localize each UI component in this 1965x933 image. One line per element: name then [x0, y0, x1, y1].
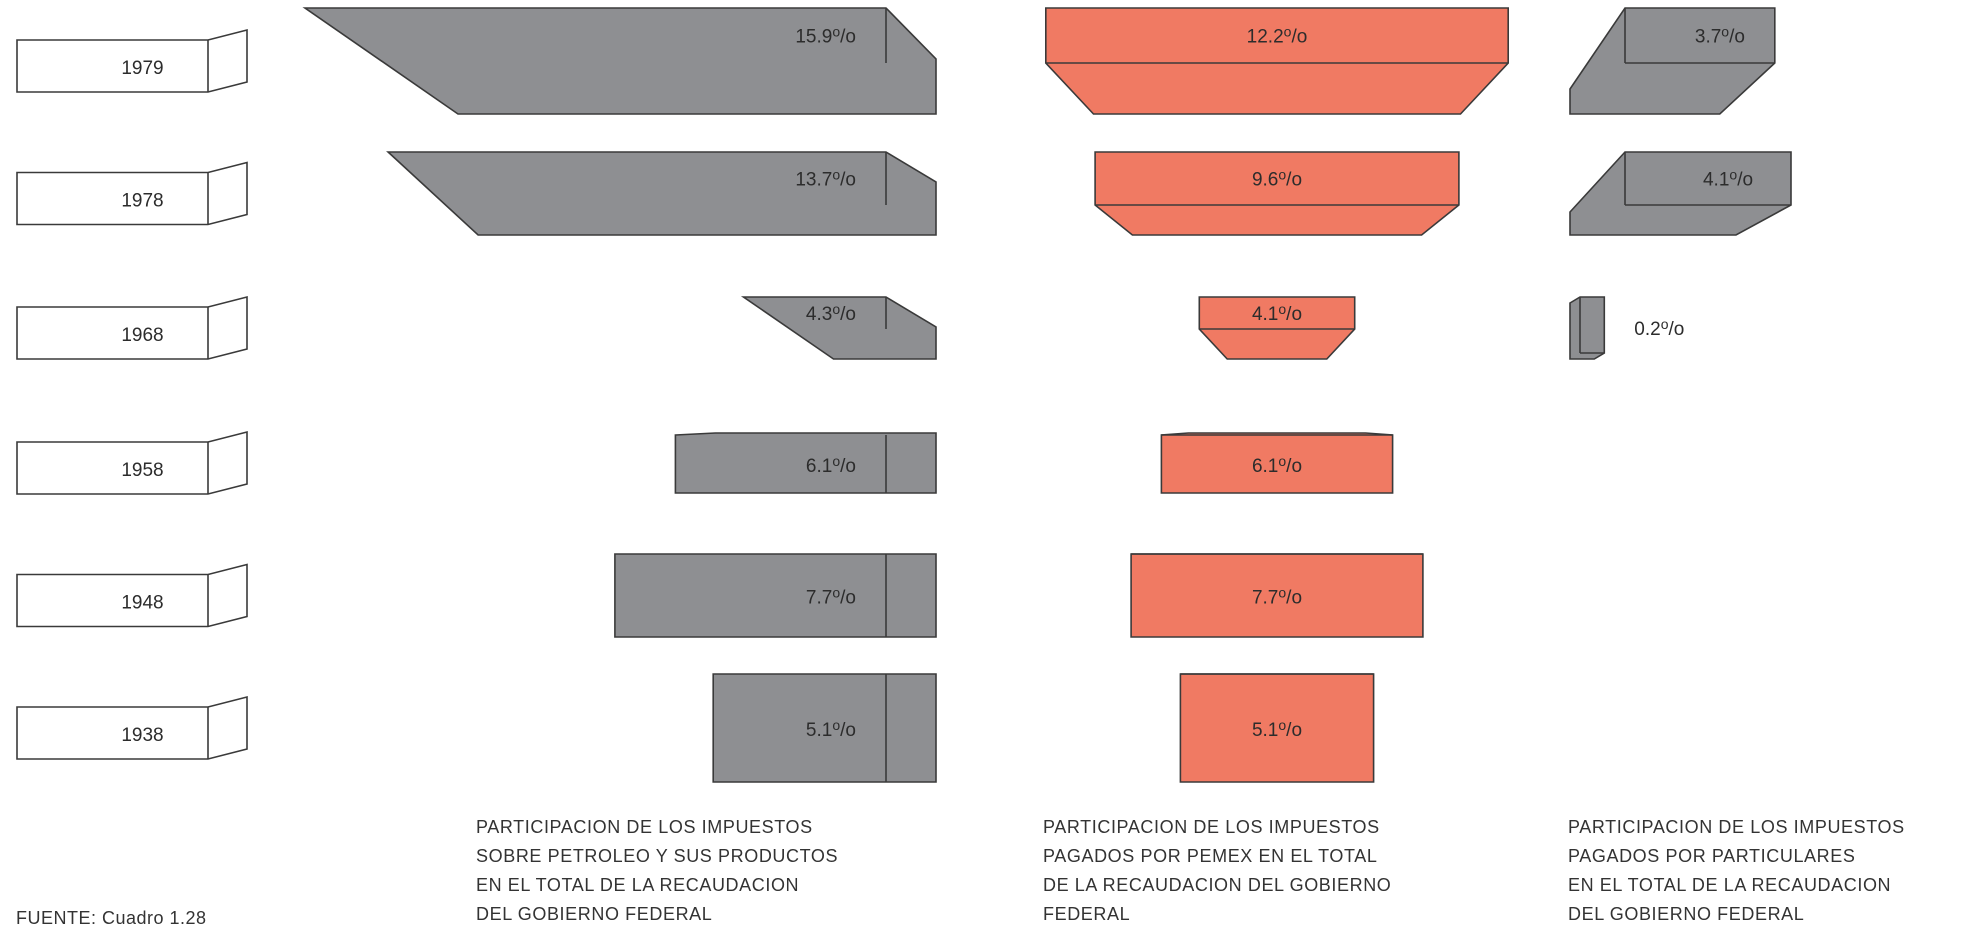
bar-petroleo	[305, 8, 936, 114]
caption-pemex: PARTICIPACION DE LOS IMPUESTOS PAGADOS P…	[1043, 813, 1391, 929]
caption-line: PAGADOS POR PEMEX EN EL TOTAL	[1043, 842, 1391, 871]
value-label-petroleo: 7.7o/o	[806, 584, 856, 608]
caption-line: PARTICIPACION DE LOS IMPUESTOS	[1568, 813, 1905, 842]
caption-line: PAGADOS POR PARTICULARES	[1568, 842, 1905, 871]
year-label: 1938	[121, 725, 163, 746]
caption-line: PARTICIPACION DE LOS IMPUESTOS	[476, 813, 838, 842]
value-label-pemex: 12.2o/o	[1247, 23, 1308, 47]
value-label-pemex: 6.1o/o	[1252, 453, 1302, 477]
caption-line: EN EL TOTAL DE LA RECAUDACION	[476, 871, 838, 900]
value-label-pemex: 4.1o/o	[1252, 301, 1302, 325]
value-label-pemex: 7.7o/o	[1252, 584, 1302, 608]
value-label-pemex: 9.6o/o	[1252, 166, 1302, 190]
caption-line: EN EL TOTAL DE LA RECAUDACION	[1568, 871, 1905, 900]
value-label-petroleo: 15.9o/o	[795, 23, 856, 47]
year-label: 1948	[121, 593, 163, 614]
year-label: 1979	[121, 58, 163, 79]
bar-particulares	[1570, 8, 1775, 114]
year-label: 1968	[121, 325, 163, 346]
caption-line: FEDERAL	[1043, 900, 1391, 929]
value-label-particulares: 4.1o/o	[1703, 166, 1753, 190]
value-label-petroleo: 5.1o/o	[806, 717, 856, 741]
caption-line: DE LA RECAUDACION DEL GOBIERNO	[1043, 871, 1391, 900]
bar-pemex	[1095, 152, 1459, 235]
bar-petroleo	[388, 152, 936, 235]
value-label-petroleo: 4.3o/o	[806, 301, 856, 325]
caption-petroleo: PARTICIPACION DE LOS IMPUESTOS SOBRE PET…	[476, 813, 838, 929]
caption-particulares: PARTICIPACION DE LOS IMPUESTOS PAGADOS P…	[1568, 813, 1905, 929]
source-note: FUENTE: Cuadro 1.28	[16, 908, 207, 929]
value-label-petroleo: 6.1o/o	[806, 453, 856, 477]
bar-pemex	[1046, 8, 1508, 114]
caption-line: DEL GOBIERNO FEDERAL	[1568, 900, 1905, 929]
bar-particulares	[1570, 152, 1791, 235]
value-label-petroleo: 13.7o/o	[795, 166, 856, 190]
caption-line: PARTICIPACION DE LOS IMPUESTOS	[1043, 813, 1391, 842]
value-label-particulares: 0.2o/o	[1634, 316, 1684, 340]
bar-particulares	[1570, 297, 1604, 359]
year-label: 1958	[121, 460, 163, 481]
value-label-pemex: 5.1o/o	[1252, 717, 1302, 741]
bar-petroleo	[615, 554, 936, 637]
year-label: 1978	[121, 191, 163, 212]
caption-line: DEL GOBIERNO FEDERAL	[476, 900, 838, 929]
value-label-particulares: 3.7o/o	[1695, 23, 1745, 47]
caption-line: SOBRE PETROLEO Y SUS PRODUCTOS	[476, 842, 838, 871]
